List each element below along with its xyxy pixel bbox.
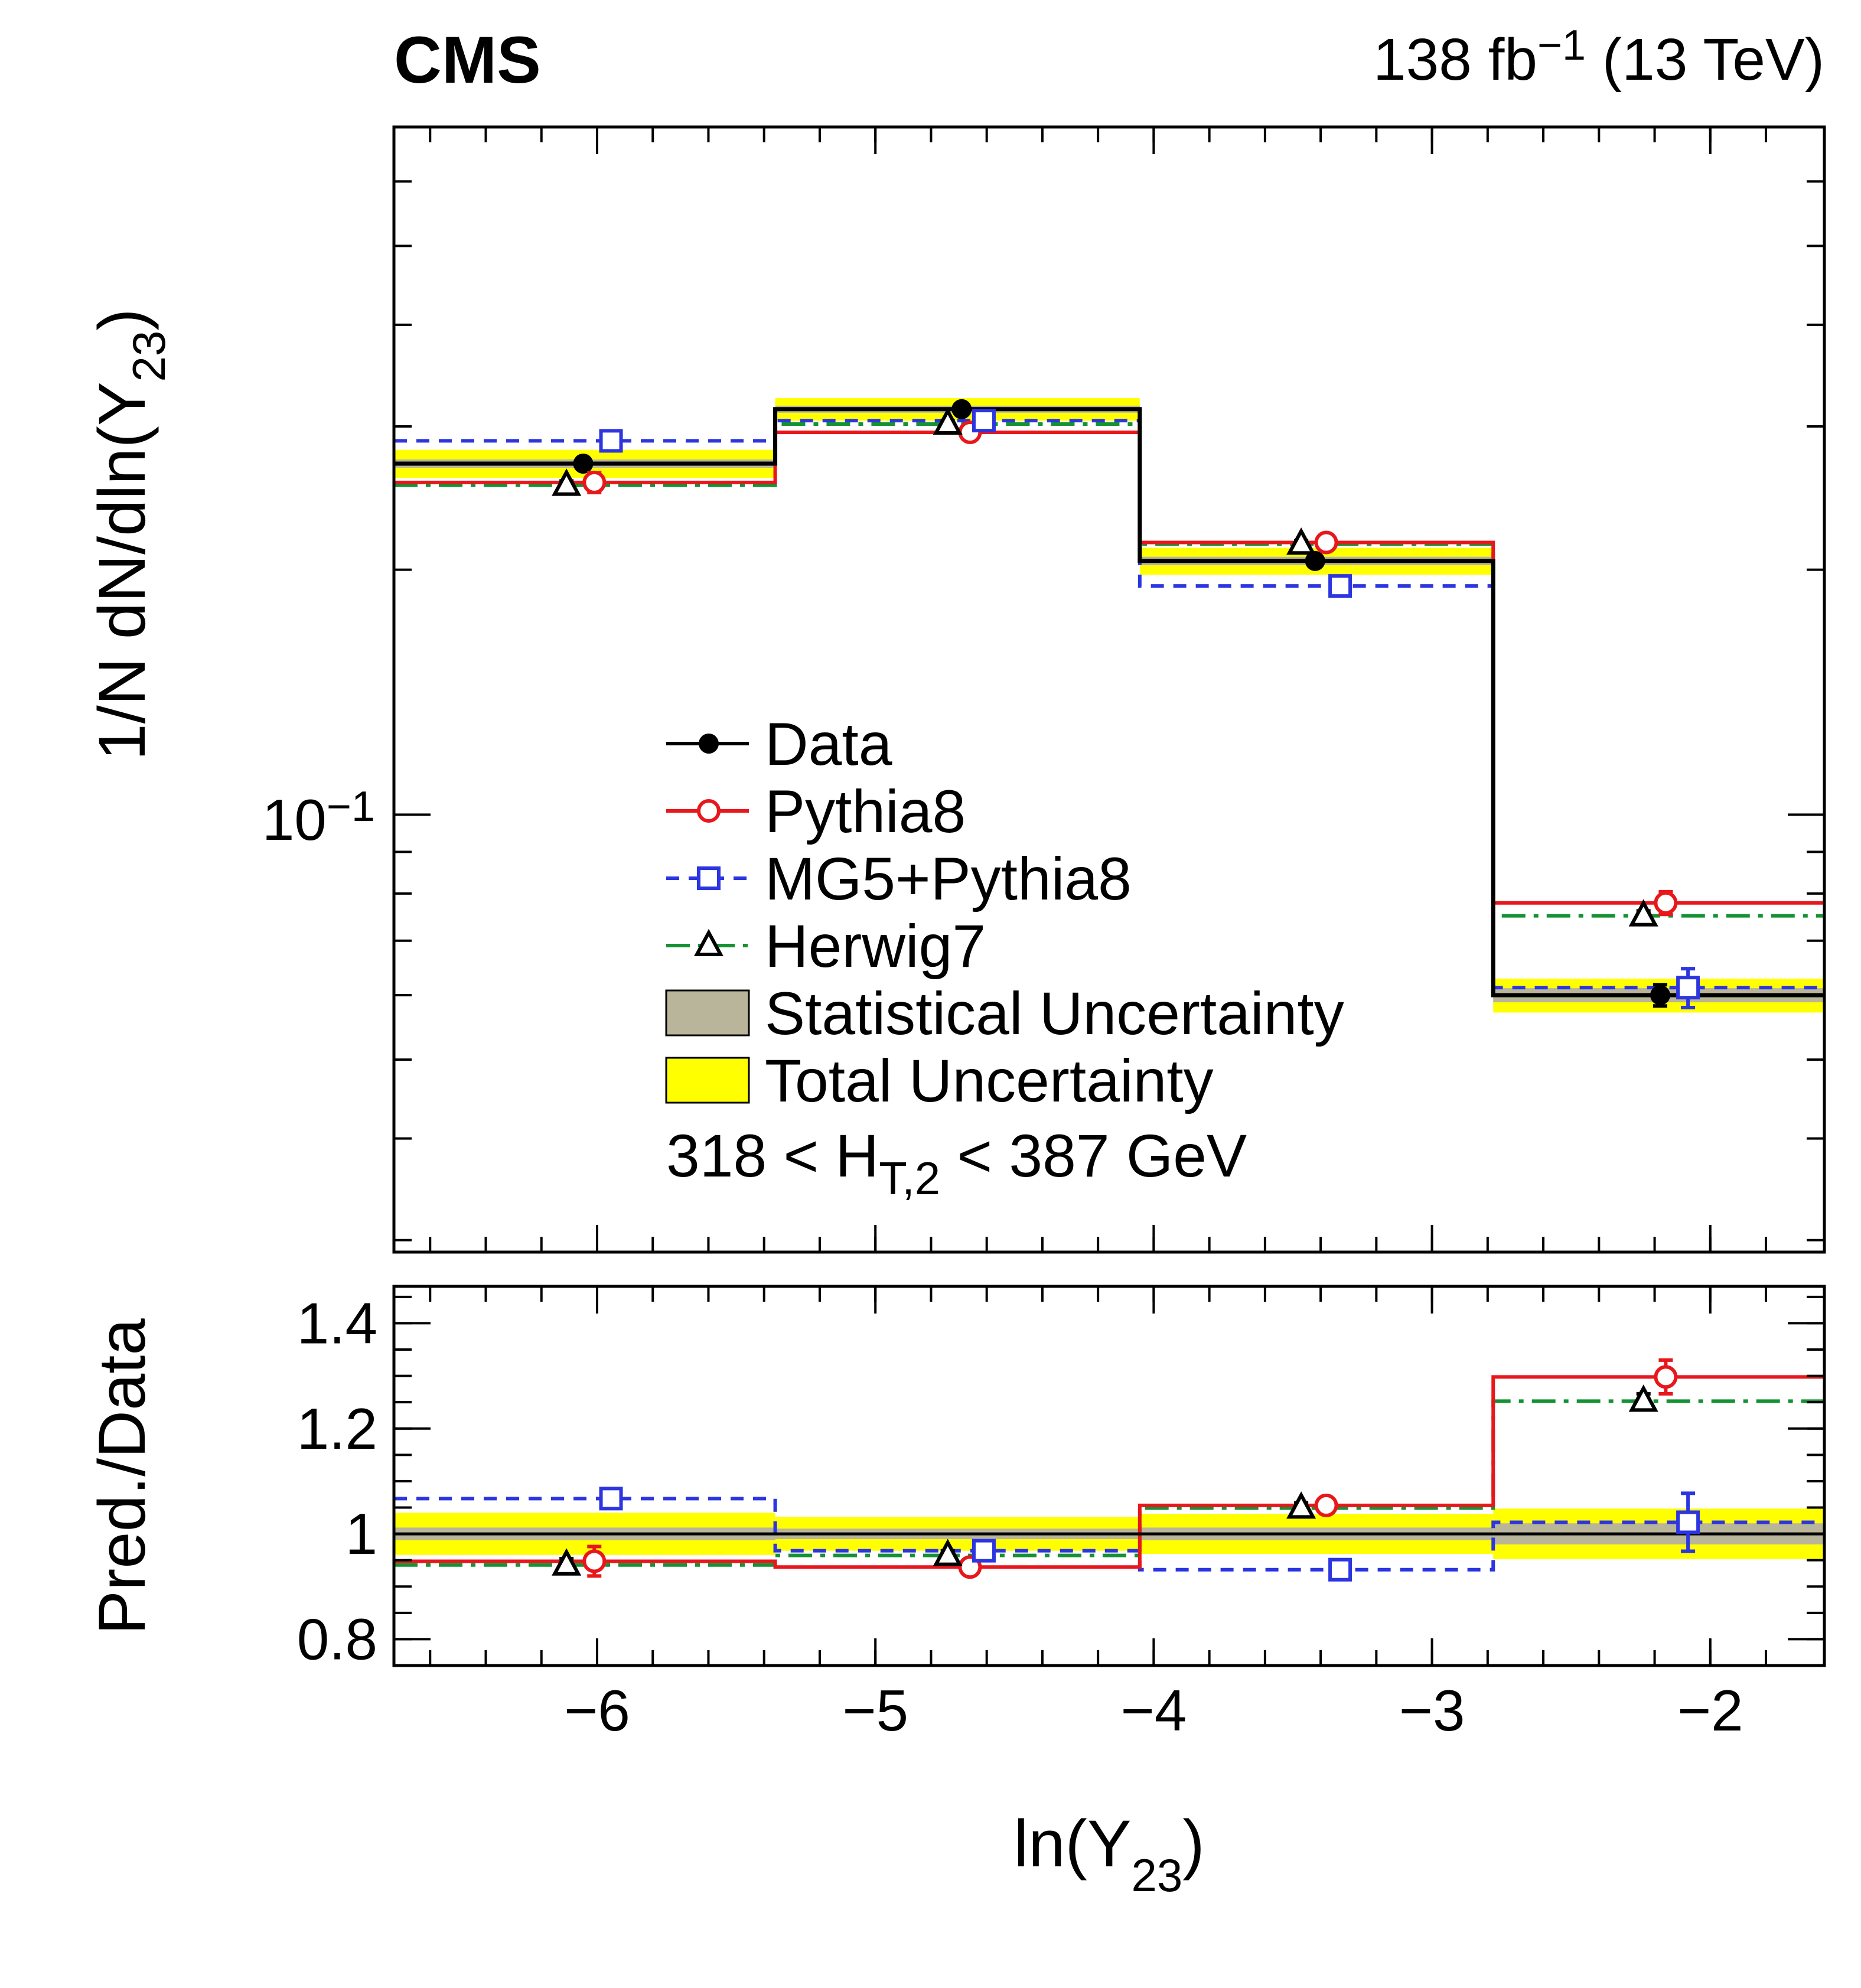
mg5-pythia8-marker-ratio [599, 1487, 623, 1511]
y-tick-exponent: −1 [327, 783, 375, 830]
main-y-title-subscript: 23 [123, 331, 175, 382]
x-tick-label: −5 [842, 1678, 908, 1743]
pythia8-step-ratio [394, 1375, 1824, 1569]
lumi-label: 138 fb−1 (13 TeV) [1373, 22, 1824, 93]
legend-swatch-total-uncertainty [665, 1057, 750, 1104]
selection-text: 318 < H [666, 1122, 879, 1189]
x-title-text: ln(Y [1013, 1807, 1131, 1881]
ratio-y-axis-title: Pred./Data [85, 1318, 159, 1635]
x-tick-label: −3 [1399, 1678, 1465, 1743]
main-y-title-text: 1/N dN/dln(Y [85, 382, 159, 760]
mg5-pythia8-marker-main [1676, 976, 1700, 1000]
mg5-pythia8-marker-ratio [1328, 1557, 1352, 1582]
cms-label: CMS [394, 23, 541, 97]
lumi-superscript: −1 [1537, 22, 1586, 69]
selection-subscript: T,2 [879, 1152, 940, 1204]
pythia8-marker-main [1654, 891, 1678, 915]
herwig7-marker-main [1628, 899, 1658, 927]
pythia8-marker-main [1314, 530, 1338, 555]
main-y-tick-label: 10−1 [262, 783, 375, 852]
mg5-pythia8-marker-main [599, 429, 623, 453]
mg5-pythia8-step-ratio [394, 1497, 1824, 1572]
pythia8-marker-ratio [1314, 1493, 1338, 1517]
herwig7-marker-ratio [1628, 1384, 1658, 1412]
mg5-pythia8-marker-ratio [1676, 1510, 1700, 1534]
mg5-pythia8-marker-main [972, 409, 996, 433]
herwig7-marker-main [552, 468, 582, 496]
legend-marker-pythia8 [697, 799, 721, 823]
pythia8-marker-main [582, 470, 607, 494]
main-frame [392, 125, 1826, 1254]
selection-suffix: < 387 GeV [940, 1122, 1247, 1189]
data-marker-main [951, 399, 972, 419]
legend-marker-mg5-pythia8 [697, 866, 721, 890]
herwig7-marker-ratio [552, 1548, 582, 1576]
data-marker-main [1650, 985, 1670, 1005]
ratio-y-tick-label: 1 [345, 1501, 377, 1566]
herwig7-marker-ratio [933, 1539, 963, 1566]
ratio-y-tick-label: 1.4 [297, 1290, 377, 1355]
ratio-y-tick-label: 1.2 [297, 1396, 377, 1461]
y-tick-base: 10 [262, 787, 327, 852]
mg5-pythia8-marker-ratio [972, 1539, 996, 1563]
mg5-pythia8-marker-main [1328, 574, 1352, 598]
x-tick-label: −6 [564, 1678, 630, 1743]
main-y-axis-title: 1/N dN/dln(Y23) [85, 308, 175, 760]
legend-label-pythia8: Pythia8 [765, 778, 966, 845]
data-marker-main [1305, 550, 1325, 571]
legend-marker-data [699, 734, 719, 754]
legend-label-statistical-uncertainty: Statistical Uncertainty [765, 980, 1344, 1047]
lumi-prefix: 138 fb [1373, 27, 1537, 93]
x-tick-label: −2 [1677, 1678, 1743, 1743]
ratio-y-tick-label: 0.8 [297, 1606, 377, 1671]
x-tick-label: −4 [1121, 1678, 1187, 1743]
legend-label-total-uncertainty: Total Uncertainty [765, 1047, 1214, 1114]
legend-swatch-statistical-uncertainty [665, 989, 750, 1037]
ratio-frame [392, 1285, 1826, 1667]
legend-label-data: Data [765, 711, 892, 778]
legend-label-mg5-pythia8: MG5+Pythia8 [765, 845, 1132, 912]
herwig7-marker-main [1286, 527, 1316, 555]
x-axis-title: ln(Y23) [1013, 1807, 1204, 1901]
pythia8-marker-ratio [1654, 1365, 1678, 1389]
legend-marker-herwig7 [693, 928, 724, 956]
herwig7-marker-ratio [1286, 1491, 1316, 1519]
data-step-main [394, 407, 1824, 998]
data-marker-main [573, 454, 594, 474]
pythia8-marker-ratio [582, 1549, 607, 1573]
plot-layer: −6 −5 −4 −3 −2 0.8 1 1.2 1.4 [297, 125, 1826, 1743]
legend-label-herwig7: Herwig7 [765, 912, 986, 980]
x-title-subscript: 23 [1132, 1849, 1183, 1901]
lumi-suffix: (13 TeV) [1586, 27, 1824, 93]
main-y-title-close: ) [85, 308, 159, 330]
selection-label: 318 < HT,2 < 387 GeV [666, 1122, 1247, 1204]
x-title-close: ) [1182, 1807, 1204, 1881]
herwig7-marker-main [933, 407, 963, 435]
